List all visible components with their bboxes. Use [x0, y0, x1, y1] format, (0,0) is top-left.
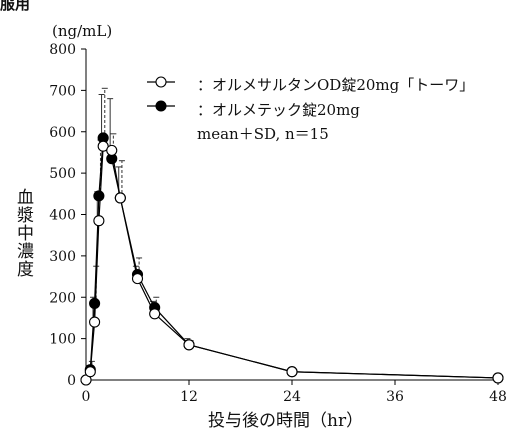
- data-point-open: [131, 273, 144, 285]
- series-line-olmetec: [85, 137, 499, 381]
- data-point-open: [89, 316, 101, 328]
- y-axis-label: 血漿中濃度: [13, 188, 33, 278]
- y-tick-label: 500: [49, 166, 76, 182]
- y-tick-label: 0: [67, 373, 76, 389]
- data-point-open: [93, 215, 105, 227]
- y-tick-label: 100: [49, 332, 76, 348]
- data-point-open: [492, 372, 504, 384]
- legend-note: mean＋SD, n＝15: [197, 125, 329, 143]
- x-tick-label: 0: [82, 389, 91, 405]
- x-tick-label: 12: [180, 389, 198, 405]
- series-line-orumesartan-od: [85, 145, 499, 381]
- y-tick-label: 300: [49, 249, 76, 265]
- data-point-filled: [93, 190, 105, 202]
- legend-label-orumesartan-od: ：オルメサルタンOD錠20mg「トーワ」: [197, 76, 475, 94]
- legend-marker-filled-circle: [155, 100, 167, 112]
- y-tick-label: 600: [49, 125, 76, 141]
- data-point-filled: [89, 297, 101, 310]
- x-tick-label: 24: [283, 389, 301, 405]
- legend-marker-open-circle: [155, 76, 167, 88]
- x-tick-label: 36: [386, 389, 404, 405]
- y-tick-label: 700: [49, 83, 76, 99]
- y-tick-label: 800: [49, 42, 76, 58]
- data-point-open: [183, 339, 195, 351]
- data-point-open: [286, 366, 298, 378]
- data-point-open: [84, 366, 96, 378]
- y-tick-label: 200: [49, 290, 76, 306]
- y-axis-unit: (ng/mL): [52, 22, 113, 40]
- data-point-open: [106, 144, 118, 156]
- x-tick-label: 48: [489, 389, 507, 405]
- header-text: 服用: [0, 0, 31, 13]
- legend-label-olmetec: ：オルメテック錠20mg: [197, 101, 360, 119]
- data-point-open: [149, 308, 161, 320]
- data-point-open: [114, 192, 126, 204]
- x-axis-label: 投与後の時間（hr）: [208, 411, 364, 431]
- y-tick-label: 400: [49, 208, 76, 224]
